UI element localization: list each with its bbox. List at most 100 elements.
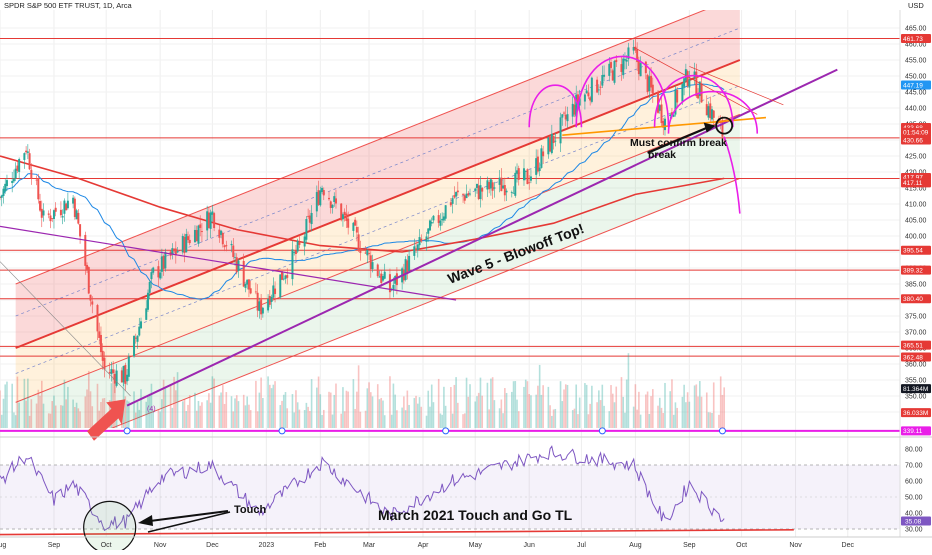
candle-body [420,238,423,242]
candle-body [442,216,445,221]
volume-bar [138,409,141,428]
volume-bar [601,384,604,428]
event-marker[interactable] [278,427,286,435]
y-tick-label: 455.00 [905,58,927,65]
break-arrow-shaft [647,125,711,154]
candle-body [308,215,311,223]
volume-bar [707,412,710,428]
x-tick-label: Dec [842,542,855,549]
y-tick-label: 410.00 [905,202,927,209]
annotation-break: break [648,149,676,161]
volume-bar [328,391,330,428]
volume-bar [542,385,544,428]
volume-bar [688,401,691,428]
volume-bar [246,396,248,428]
candle-body [517,168,520,180]
candle-body [623,59,626,61]
volume-bar [439,413,442,428]
candle-body [181,235,184,253]
candle-body [491,182,494,191]
volume-bar [624,412,626,428]
volume-bar [429,406,431,428]
candle-body [160,256,163,272]
candle-body [244,283,247,288]
event-marker[interactable] [718,427,726,435]
volume-bar [427,390,430,428]
candle-body [145,308,148,320]
price-tag-label: 417.97 [903,175,923,182]
candle-body [536,156,539,172]
price-tag-label: 389.32 [903,267,923,274]
volume-bar [87,370,90,428]
candle-body [538,167,541,172]
price-tag-bg [901,352,931,362]
candle-body [540,148,543,168]
y-tick-label: 450.00 [905,74,927,81]
volume-bar [712,382,715,428]
volume-bar [220,392,222,428]
volume-bar [322,409,325,428]
volume-bar [319,394,322,428]
volume-bar [340,413,342,428]
candle-body [637,60,640,75]
candle-body [498,177,501,185]
volume-bar [27,378,29,428]
volume-bar [719,376,722,428]
candle-body [307,215,310,217]
volume-bar [598,390,600,428]
candle-body [526,169,529,185]
volume-bar [396,410,398,428]
candle-body [209,212,212,229]
volume-bar [293,412,295,428]
volume-bar [491,377,494,428]
candle-body [183,236,186,253]
price-tag-label: 362.48 [903,354,923,361]
candle-body [303,236,306,247]
candle-body [134,337,137,339]
candle-body [54,207,57,212]
volume-bar [469,384,471,428]
candle-body [512,192,515,194]
volume-bar [479,377,482,428]
price-tag-bg [901,80,931,90]
volume-bar [709,412,712,428]
candle-body [674,89,677,115]
candle-body [613,60,616,83]
event-marker[interactable] [442,427,450,435]
event-marker[interactable] [598,427,606,435]
candle-body [449,202,452,206]
candle-body [474,188,477,191]
volume-bar [650,396,652,428]
candle-body [298,242,301,245]
x-tick-label: Dec [206,542,219,549]
volume-bar [65,399,67,428]
candle-body [481,187,484,192]
volume-bar [444,405,447,428]
price-tag-bg [901,340,931,350]
volume-bar [157,409,160,428]
y-tick-label: 385.00 [905,282,927,289]
event-marker[interactable] [123,427,131,435]
candle-body [550,133,553,154]
candle-body [99,334,102,353]
volume-bar [455,377,457,428]
volume-bar [60,405,62,428]
y-tick-label: 355.00 [905,378,927,385]
rsi-y-tick: 70.00 [905,463,923,470]
x-tick-label: Sep [48,542,61,549]
volume-bar [211,376,214,428]
price-tag-label: 380.40 [903,296,923,303]
volume-bar [164,387,167,428]
volume-bar [359,411,362,428]
candle-body [493,187,496,189]
candle-body [392,285,395,290]
candle-body [522,168,525,181]
price-tag-label: 395.54 [903,248,923,255]
volume-bar [596,402,598,428]
volume-bar [169,384,172,428]
candle-body [503,185,506,196]
volume-bar [571,410,574,428]
volume-bar [235,395,238,428]
volume-bar [209,402,212,428]
volume-bar [535,394,537,428]
